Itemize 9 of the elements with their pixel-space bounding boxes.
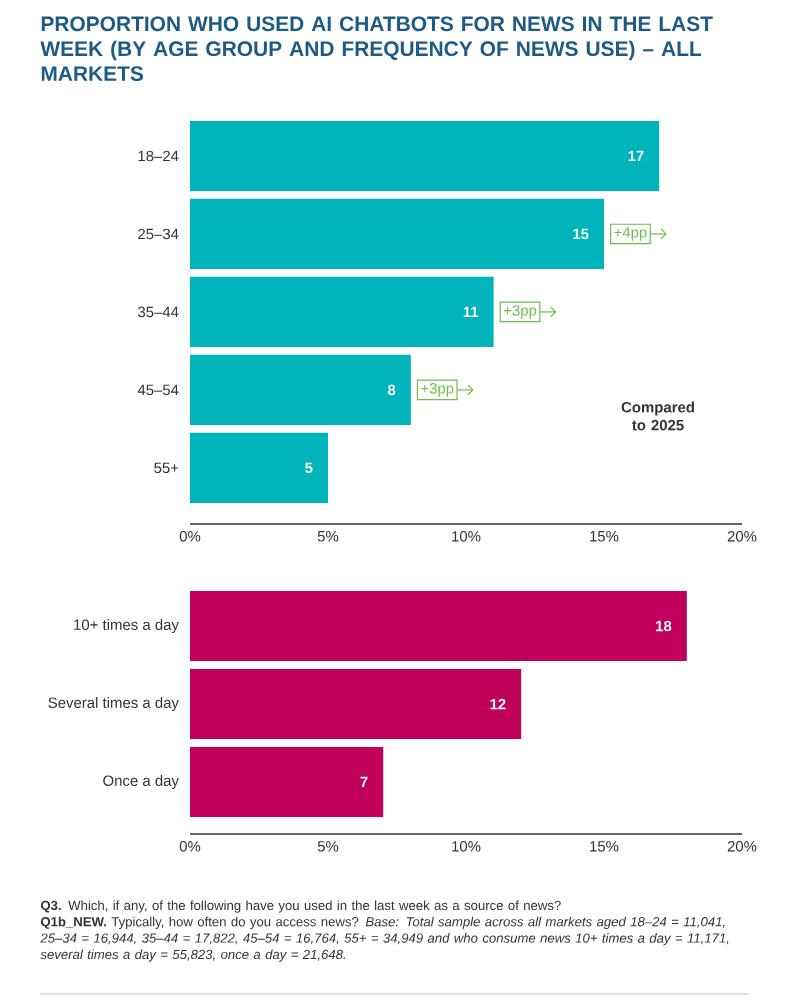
bar	[190, 746, 384, 818]
bar	[190, 668, 522, 740]
chart-title: PROPORTION WHO USED AI CHATBOTS FOR NEWS IN THE LAST WEEK (BY AGE GROUP AND FREQUENCY OF NEWS USE) – ALL MARKETS	[40, 16, 713, 82]
bar	[190, 198, 604, 270]
bar	[190, 432, 328, 503]
bar	[190, 354, 411, 425]
bar	[190, 120, 660, 192]
bar	[190, 276, 494, 347]
bar	[190, 590, 687, 662]
